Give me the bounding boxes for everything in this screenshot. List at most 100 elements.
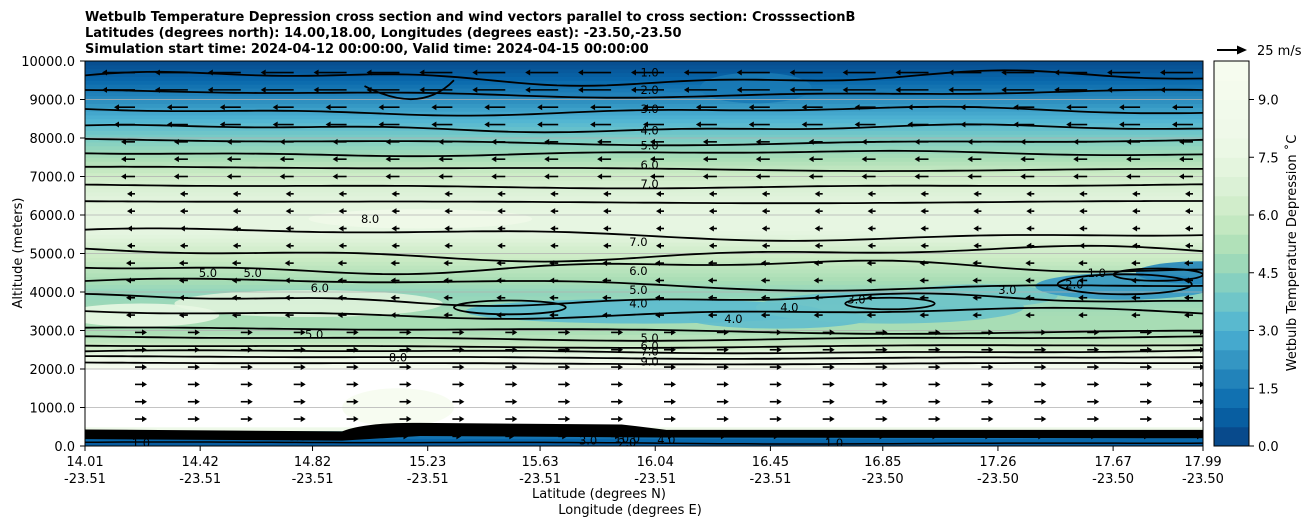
x-tick-label-latitude: 14.01 <box>66 455 103 470</box>
contour-line <box>85 69 1203 87</box>
wind-vector-head <box>260 69 266 76</box>
wind-vector-head <box>1179 156 1184 163</box>
y-axis: 0.0 1000.0 2000.0 3000.0 4000.0 5000.0 6000.0 7… <box>21 55 85 455</box>
contour-line <box>85 244 1203 263</box>
wind-vector-head <box>1200 346 1203 353</box>
contour-line <box>85 349 1203 355</box>
wind-vector-head <box>776 346 782 353</box>
depression-band <box>85 388 1203 393</box>
contour-label-text: 9.0 <box>618 426 636 440</box>
wind-vector-head <box>973 190 979 197</box>
wind-vector-head <box>497 190 503 197</box>
wind-vector-head <box>985 433 991 440</box>
wind-vector-head <box>867 208 873 215</box>
chart-title-line-2: Latitudes (degrees north): 14.00,18.00, … <box>85 26 682 41</box>
chart-title-line-3: Simulation start time: 2024-04-12 00:00:… <box>85 42 649 57</box>
wind-vector-head <box>723 398 729 405</box>
contour-label-text: 3.0 <box>579 434 597 448</box>
wind-key: 25 m/s <box>1217 44 1302 59</box>
wind-vector-head <box>631 69 636 76</box>
wind-vector-head <box>1078 294 1084 301</box>
wind-vector-head <box>512 346 518 353</box>
wind-vector-head <box>907 104 913 111</box>
contour-label-text: 6.0 <box>311 281 329 295</box>
y-tick-label: 5000.0 <box>30 248 76 263</box>
x-tick-label-longitude: -23.51 <box>519 472 561 487</box>
wind-vector-head <box>247 381 253 388</box>
wind-vector-head <box>1066 104 1072 111</box>
wind-vector-head <box>603 208 609 215</box>
wind-vector-head <box>444 208 450 215</box>
contour-label-text: 5.0 <box>199 266 217 280</box>
wind-vector-head <box>491 173 497 180</box>
wind-vector-head <box>935 398 941 405</box>
wind-vector-head <box>406 381 412 388</box>
wind-vector-head <box>861 138 867 145</box>
wind-vector-head <box>1020 138 1026 145</box>
x-tick-label-latitude: 17.26 <box>979 455 1016 470</box>
wind-vector-head <box>166 121 172 128</box>
colorbar-segment <box>1214 292 1249 312</box>
wind-vector-head <box>708 190 714 197</box>
depression-band <box>85 395 1203 401</box>
contour-loop <box>1056 273 1193 296</box>
colorbar-frame <box>1213 60 1250 447</box>
depression-band <box>85 145 1203 151</box>
depression-band <box>85 184 1203 189</box>
wind-vector-head <box>656 242 661 249</box>
wind-vector-head <box>618 364 624 371</box>
wind-vector-head <box>813 260 819 267</box>
colorbar-segment <box>1214 99 1249 120</box>
contour-label: 4.0 <box>640 123 658 137</box>
depression-band <box>85 91 1203 97</box>
wind-vector-head <box>707 260 713 267</box>
wind-vector-head <box>191 433 197 440</box>
wind-vector-head <box>814 242 820 249</box>
wind-vector-head <box>353 416 359 423</box>
wind-vector-head <box>565 381 571 388</box>
contour-label: 7.0 <box>629 235 647 249</box>
wind-vector-head <box>459 364 465 371</box>
wind-vector-head <box>1041 364 1047 371</box>
wind-vector-head <box>972 277 978 284</box>
wind-vector-head <box>391 190 397 197</box>
depression-band <box>85 419 1203 424</box>
wind-vector-head <box>960 104 966 111</box>
contour-label: 6.0 <box>640 158 658 172</box>
wind-vector-head <box>655 277 660 284</box>
wind-vector-head <box>1119 104 1125 111</box>
wind-vector-head <box>920 225 926 232</box>
wind-vector-head <box>444 225 450 232</box>
depression-patch <box>174 290 443 318</box>
wind-vector-head <box>459 398 465 405</box>
x-tick-label-longitude: -23.51 <box>749 472 791 487</box>
wind-vector-head <box>297 433 303 440</box>
wind-vector-head <box>1073 156 1079 163</box>
wind-vector-head <box>1184 312 1189 319</box>
wind-vector-head <box>914 138 920 145</box>
wind-vector-head <box>895 69 901 76</box>
depression-band <box>85 442 1203 446</box>
colorbar-segment <box>1214 407 1249 428</box>
wind-vector-head <box>284 294 290 301</box>
wind-vector-head <box>232 242 238 249</box>
wind-vector-head <box>438 173 444 180</box>
x-tick-label-longitude: -23.50 <box>977 472 1019 487</box>
wind-vector-head <box>443 312 449 319</box>
wind-vector-head <box>602 260 608 267</box>
wind-vector-head <box>338 242 344 249</box>
wind-vector-head <box>1094 381 1100 388</box>
wind-vector-head <box>431 104 437 111</box>
wind-vector-head <box>484 121 490 128</box>
wind-vector-head <box>748 104 754 111</box>
depression-band <box>85 407 1203 412</box>
wind-vector-head <box>1200 398 1203 405</box>
depression-band <box>85 64 1203 70</box>
contour-lines <box>85 69 1203 445</box>
wind-vector-head <box>776 381 782 388</box>
contour-line <box>85 361 1203 366</box>
wind-vector-head <box>920 190 926 197</box>
wind-vector-head <box>385 173 391 180</box>
wind-vector-head <box>789 69 795 76</box>
wind-vector-head <box>879 433 885 440</box>
